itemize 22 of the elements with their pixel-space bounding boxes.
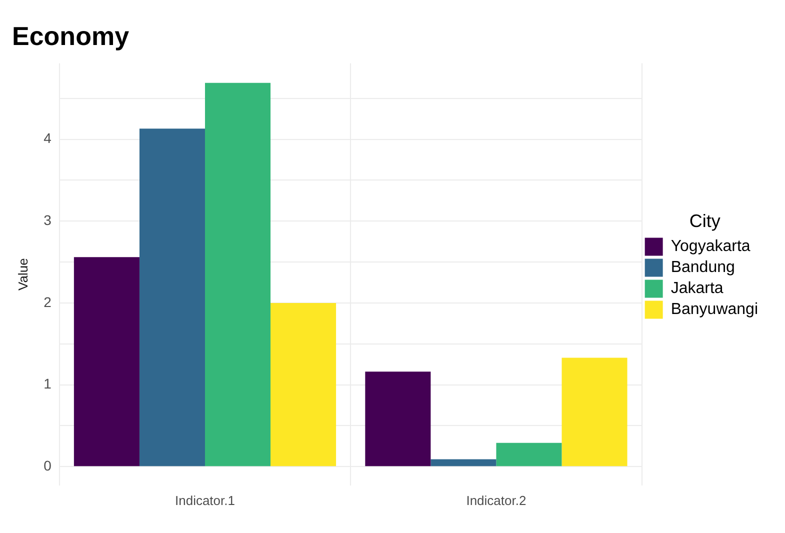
y-axis-title: Value <box>15 258 30 290</box>
legend-label: Bandung <box>670 259 735 276</box>
bar <box>139 128 205 466</box>
bar <box>562 358 628 466</box>
bar <box>204 82 271 466</box>
y-tick-label: 4 <box>44 130 52 146</box>
legend-label: Yogyakarta <box>670 238 750 256</box>
chart-title: Economy <box>12 20 130 51</box>
legend-label: Banyuwangi <box>670 301 758 318</box>
bar <box>74 257 140 466</box>
x-tick-label: Indicator.2 <box>466 492 526 508</box>
bar <box>270 302 336 466</box>
bar <box>430 459 496 466</box>
legend-label: Jakarta <box>670 280 724 298</box>
x-tick-label: Indicator.1 <box>174 492 235 508</box>
y-tick-label: 1 <box>44 376 52 392</box>
y-tick-label: 3 <box>44 212 52 228</box>
legend-title: City <box>689 211 720 232</box>
bar <box>496 442 562 466</box>
y-tick-label: 0 <box>44 457 52 474</box>
y-tick-label: 2 <box>44 294 52 310</box>
bar <box>365 372 431 466</box>
